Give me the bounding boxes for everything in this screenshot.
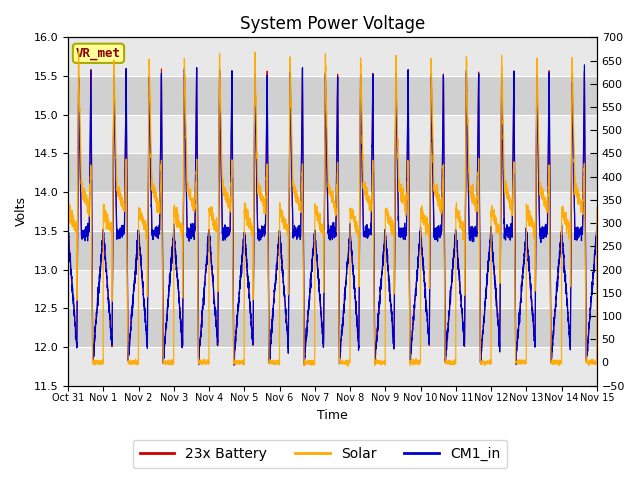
Bar [68, 154, 596, 192]
Bar [68, 37, 596, 76]
Bar [68, 115, 596, 154]
Text: VR_met: VR_met [76, 47, 121, 60]
Bar [68, 347, 596, 385]
Bar [68, 76, 596, 115]
Legend: 23x Battery, Solar, CM1_in: 23x Battery, Solar, CM1_in [132, 440, 508, 468]
Bar [68, 192, 596, 231]
Bar [68, 269, 596, 308]
Bar [68, 308, 596, 347]
Title: System Power Voltage: System Power Voltage [240, 15, 425, 33]
Y-axis label: Volts: Volts [15, 196, 28, 227]
Bar [68, 231, 596, 269]
X-axis label: Time: Time [317, 409, 348, 422]
